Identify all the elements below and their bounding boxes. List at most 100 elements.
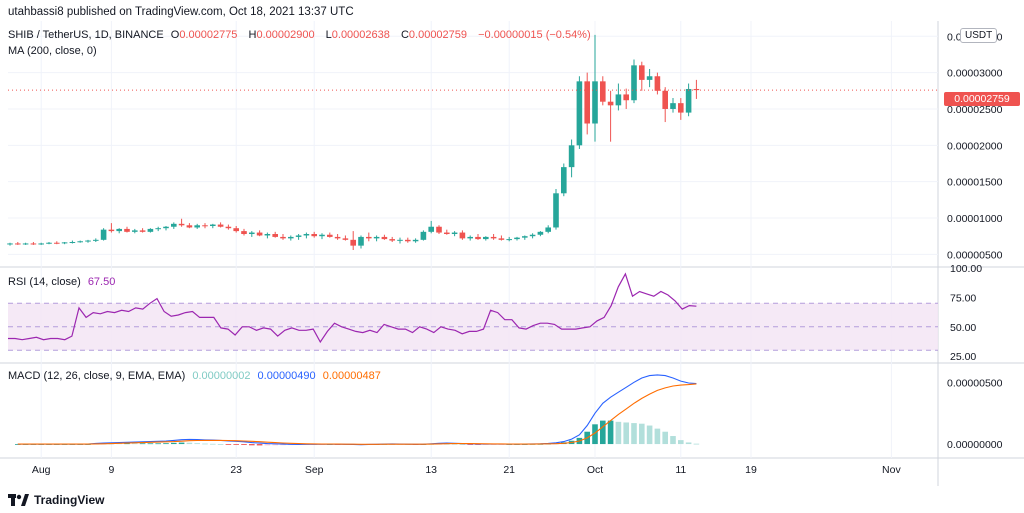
open-value: 0.00002775 <box>179 29 238 41</box>
candle <box>389 236 395 243</box>
candle <box>654 72 661 95</box>
candle-body <box>280 236 286 239</box>
candle <box>444 229 450 235</box>
high-value: 0.00002900 <box>256 29 315 41</box>
candle <box>327 232 333 238</box>
candle <box>685 83 692 117</box>
candle <box>108 223 115 233</box>
candle-body <box>483 236 489 240</box>
candle-body <box>654 76 661 91</box>
chart-area[interactable]: 0.000035000.000030000.000025000.00002000… <box>0 21 1024 486</box>
macd-histogram-bar <box>467 444 473 445</box>
candle-body <box>607 101 614 106</box>
chart-svg[interactable]: 0.000035000.000030000.000025000.00002000… <box>0 21 1024 486</box>
candle <box>436 225 442 235</box>
macd-histogram-bar <box>646 425 653 445</box>
candle <box>100 228 107 241</box>
candle-body <box>568 145 575 168</box>
candle <box>272 231 278 238</box>
macd-histogram-bar <box>459 444 466 445</box>
candle-body <box>615 94 622 106</box>
candle-body <box>693 88 700 91</box>
candle <box>93 238 99 243</box>
candle <box>451 231 458 237</box>
candle <box>155 226 161 232</box>
footer[interactable]: TradingView <box>8 493 104 507</box>
candle-body <box>373 236 380 239</box>
candle <box>498 235 505 241</box>
last-price-tag: 0.00002759 <box>944 92 1020 106</box>
candle <box>7 242 13 246</box>
candle <box>124 226 130 233</box>
symbol-label[interactable]: SHIB / TetherUS, 1D, BINANCE <box>8 29 164 41</box>
candle-body <box>319 234 325 237</box>
candle-body <box>498 238 505 240</box>
candle-body <box>178 223 185 226</box>
candle <box>30 242 37 245</box>
candle-body <box>490 236 497 239</box>
candle-body <box>85 240 91 242</box>
macd-histogram-bar <box>202 443 208 445</box>
macd-value: 0.00000490 <box>257 370 316 382</box>
candle-body <box>366 236 372 239</box>
candle <box>693 79 700 99</box>
candle <box>225 224 232 230</box>
macd-legend[interactable]: MACD (12, 26, close, 9, EMA, EMA) 0.0000… <box>8 370 385 382</box>
candle <box>303 232 310 239</box>
candle-body <box>124 228 130 232</box>
candle-body <box>576 81 583 146</box>
time-tick-label: 11 <box>675 464 686 476</box>
candle-body <box>225 226 232 229</box>
ma-legend[interactable]: MA (200, close, 0) <box>8 45 97 57</box>
candle <box>334 234 341 240</box>
candle-body <box>670 103 676 109</box>
candle-body <box>592 81 598 124</box>
candle-body <box>459 232 466 239</box>
candle <box>631 59 637 104</box>
candle-body <box>54 242 60 244</box>
candle <box>483 236 489 241</box>
candle-body <box>77 241 83 243</box>
time-tick-label: 23 <box>230 464 242 476</box>
candle-body <box>264 234 271 236</box>
candle <box>615 83 622 111</box>
candle-body <box>342 238 349 240</box>
candle-body <box>139 230 146 232</box>
candle <box>85 239 91 243</box>
candle <box>264 232 271 239</box>
candle <box>428 220 434 234</box>
macd-histogram-bar <box>225 444 232 445</box>
candle <box>139 228 146 233</box>
candle <box>475 234 481 240</box>
candle-body <box>163 226 169 229</box>
macd-histogram-bar <box>639 423 645 445</box>
rsi-legend[interactable]: RSI (14, close) 67.50 <box>8 276 119 288</box>
macd-histogram-bar <box>139 443 146 445</box>
rsi-value: 67.50 <box>87 276 116 288</box>
candle-body <box>217 224 224 227</box>
candle <box>249 231 255 237</box>
time-tick-label: 13 <box>425 464 437 476</box>
candle <box>490 234 497 240</box>
candle <box>311 231 317 238</box>
macd-histogram-bar <box>678 440 684 445</box>
candle-body <box>451 232 458 235</box>
candle-body <box>108 229 115 232</box>
candle-body <box>69 242 76 244</box>
rsi-polyline <box>8 272 697 344</box>
candle <box>514 236 520 241</box>
macd-histogram-bar <box>171 442 177 445</box>
macd-histogram-bar <box>186 442 193 445</box>
candle-body <box>303 234 310 236</box>
candle-body <box>475 236 481 240</box>
candle <box>38 242 44 245</box>
macd-histogram-bar <box>670 436 676 445</box>
currency-button[interactable]: USDT <box>960 28 998 43</box>
candle <box>522 235 528 240</box>
candle <box>545 225 551 234</box>
macd-histogram-bar <box>241 444 247 445</box>
candle-body <box>7 243 13 245</box>
candle-body <box>186 225 193 228</box>
macd-histogram-bar <box>178 442 185 445</box>
time-tick-label: Sep <box>305 464 324 476</box>
